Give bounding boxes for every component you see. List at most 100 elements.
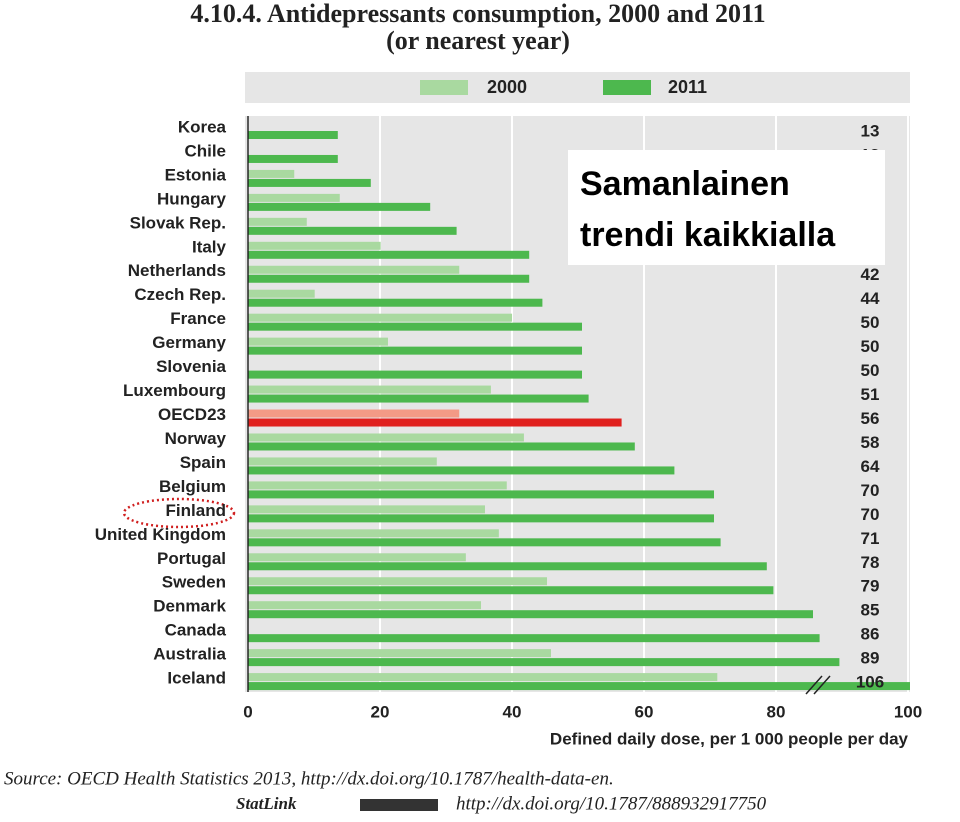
y-tick-label: Estonia [165, 165, 227, 184]
bar [248, 634, 820, 643]
bar [248, 298, 543, 307]
bar [248, 394, 589, 403]
value-label: 89 [861, 649, 880, 668]
chart-title: 4.10.4. Antidepressants consumption, 200… [190, 0, 765, 28]
value-label: 85 [861, 601, 880, 620]
bar [248, 418, 622, 427]
bar [248, 337, 388, 346]
y-tick-label: Spain [180, 453, 226, 472]
source: Source: OECD Health Statistics 2013, htt… [4, 768, 614, 789]
bar [248, 610, 813, 619]
bar [248, 442, 635, 451]
bar [248, 154, 338, 163]
y-tick-label: France [170, 309, 226, 328]
value-label: 50 [861, 361, 880, 380]
value-label: 79 [861, 577, 880, 596]
y-tick-label: Italy [192, 237, 227, 256]
bar [248, 250, 530, 259]
bar [248, 217, 307, 226]
statlink-label: StatLink [236, 794, 297, 813]
bar [248, 505, 485, 514]
bar [248, 193, 340, 202]
value-label: 44 [861, 289, 880, 308]
bar [248, 289, 315, 298]
bar [248, 529, 499, 538]
y-tick-label: Chile [184, 141, 226, 160]
bar [248, 586, 774, 595]
value-label: 70 [861, 505, 880, 524]
bar [248, 514, 714, 523]
y-tick-label: Belgium [159, 477, 226, 496]
y-tick-label: Netherlands [128, 261, 226, 280]
y-tick-label: OECD23 [158, 405, 226, 424]
bar [248, 649, 551, 658]
annotation-box [568, 150, 885, 265]
annotation-line: Samanlainen [580, 165, 790, 203]
bar [248, 385, 491, 394]
bar [248, 577, 548, 586]
bar [248, 313, 513, 322]
y-tick-label: Norway [165, 429, 227, 448]
y-tick-label: Iceland [167, 669, 226, 688]
y-tick-label: United Kingdom [95, 525, 226, 544]
legend-label: 2000 [487, 77, 527, 97]
value-label: 58 [861, 433, 880, 452]
x-tick-label: 80 [767, 702, 786, 721]
bar [248, 673, 718, 682]
y-tick-label: Canada [165, 621, 227, 640]
y-tick-label: Korea [178, 117, 227, 136]
bar [248, 370, 582, 379]
value-label: 56 [861, 409, 880, 428]
x-tick-label: 100 [894, 702, 922, 721]
value-label: 106 [856, 673, 884, 692]
legend-label: 2011 [668, 77, 707, 97]
bar [248, 131, 338, 139]
value-label: 13 [861, 121, 880, 140]
bar [248, 682, 910, 691]
y-tick-label: Germany [152, 333, 226, 352]
y-tick-label: Slovenia [156, 357, 226, 376]
y-tick-label: Finland [166, 501, 226, 520]
value-label: 50 [861, 337, 880, 356]
bar [248, 466, 675, 475]
bar [248, 409, 460, 418]
legend-swatch [420, 80, 468, 95]
y-tick-label: Czech Rep. [134, 285, 226, 304]
bar [248, 601, 482, 610]
bar [248, 265, 460, 274]
value-label: 42 [861, 265, 880, 284]
legend-swatch [603, 80, 651, 95]
bar [248, 457, 437, 466]
value-label: 70 [861, 481, 880, 500]
y-tick-label: Sweden [162, 573, 226, 592]
statlink-icon [360, 799, 438, 811]
bar [248, 553, 466, 562]
bar [248, 562, 767, 571]
bar [248, 346, 582, 355]
y-tick-label: Slovak Rep. [130, 213, 226, 232]
chart-subtitle: (or nearest year) [386, 26, 570, 55]
bar [248, 490, 714, 499]
bar [248, 226, 457, 235]
axis-break [805, 675, 831, 695]
bar [248, 202, 431, 211]
bar [248, 178, 371, 187]
value-label: 51 [861, 385, 880, 404]
y-tick-label: Portugal [157, 549, 226, 568]
bar [248, 481, 507, 490]
y-tick-label: Luxembourg [123, 381, 226, 400]
value-label: 71 [861, 529, 880, 548]
annotation-line: trendi kaikkialla [580, 216, 836, 254]
x-axis-label: Defined daily dose, per 1 000 people per… [550, 729, 909, 748]
y-tick-label: Denmark [153, 597, 226, 616]
statlink-url: http://dx.doi.org/10.1787/888932917750 [456, 793, 767, 814]
y-tick-label: Australia [153, 645, 226, 664]
value-label: 78 [861, 553, 880, 572]
x-tick-label: 20 [371, 702, 390, 721]
x-tick-label: 0 [243, 702, 252, 721]
bar [248, 433, 524, 442]
bar [248, 658, 840, 667]
value-label: 64 [861, 457, 880, 476]
